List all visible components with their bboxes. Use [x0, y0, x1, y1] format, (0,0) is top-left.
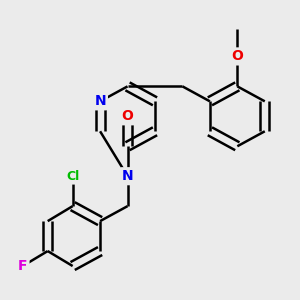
Text: O: O	[122, 109, 134, 123]
Text: N: N	[122, 169, 134, 183]
Text: O: O	[231, 50, 243, 63]
Text: N: N	[94, 94, 106, 108]
Text: F: F	[18, 259, 28, 273]
Text: Cl: Cl	[66, 170, 79, 183]
